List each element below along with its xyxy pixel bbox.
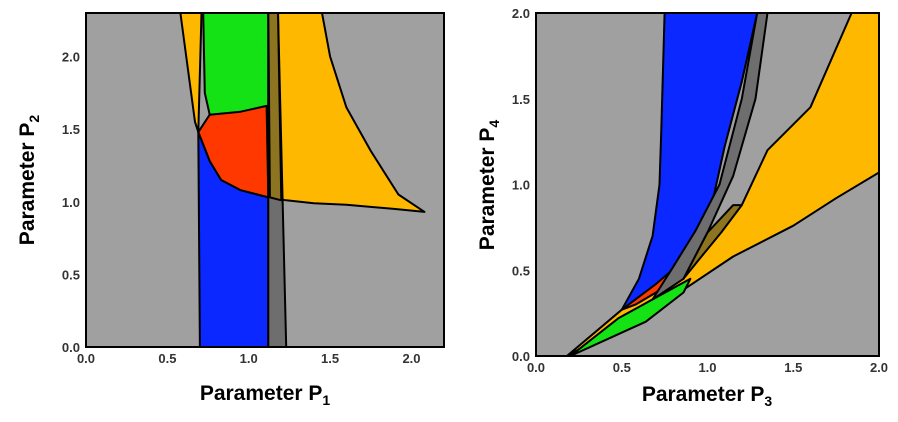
right-x-axis-label: Parameter P3 xyxy=(642,383,773,409)
left-y-tick-label: 0.0 xyxy=(62,340,80,355)
left-y-tick-label: 0.5 xyxy=(62,267,80,282)
left-y-axis-label: Parameter P2 xyxy=(16,115,42,246)
right-y-axis-label: Parameter P4 xyxy=(476,120,502,251)
left-y-tick-label: 1.5 xyxy=(62,122,80,137)
left-x-tick-label: 1.0 xyxy=(240,351,258,366)
left-x-axis-label: Parameter P1 xyxy=(200,382,331,408)
left-y-tick-label: 1.0 xyxy=(62,195,80,210)
right-y-tick-label: 1.5 xyxy=(512,92,530,107)
left-y-tick-label: 2.0 xyxy=(62,50,80,65)
right-x-tick-label: 0.0 xyxy=(527,360,545,375)
right-x-tick-label: 2.0 xyxy=(870,360,888,375)
left-y-tick-labels: 0.0 0.5 1.0 1.5 2.0 xyxy=(62,50,80,355)
right-region-olive-overlap-5 xyxy=(682,204,743,280)
right-y-tick-label: 1.0 xyxy=(512,178,530,193)
right-x-tick-label: 1.0 xyxy=(698,360,716,375)
left-x-tick-labels: 0.0 0.5 1.0 1.5 2.0 xyxy=(77,351,421,366)
left-region-blue-region-3 xyxy=(197,131,270,347)
right-region-dark-band-4 xyxy=(651,13,769,301)
left-x-tick-label: 2.0 xyxy=(402,351,420,366)
left-x-tick-label: 1.5 xyxy=(321,351,339,366)
left-x-tick-label: 0.0 xyxy=(77,351,95,366)
left-region-group xyxy=(179,13,426,347)
right-x-tick-label: 0.5 xyxy=(613,360,631,375)
right-region-group xyxy=(565,13,879,356)
left-x-tick-label: 0.5 xyxy=(158,351,176,366)
left-region-orange-region-0 xyxy=(179,13,426,213)
left-plot-frame xyxy=(85,12,445,348)
right-y-tick-label: 0.5 xyxy=(512,263,530,278)
right-x-tick-label: 1.5 xyxy=(784,360,802,375)
right-y-tick-label: 2.0 xyxy=(512,6,530,21)
right-x-tick-labels: 0.0 0.5 1.0 1.5 2.0 xyxy=(527,360,888,375)
right-plot-frame xyxy=(535,12,880,357)
right-region-green-region-1 xyxy=(569,277,692,356)
right-plot-panel: 0.0 0.5 1.0 1.5 2.0 0.0 0.5 1.0 1.5 2.0 Paramete… xyxy=(476,6,888,409)
left-plot-panel: 0.0 0.5 1.0 1.5 2.0 0.0 0.5 1.0 1.5 2.0 Paramete… xyxy=(16,12,445,408)
left-region-green-region-1 xyxy=(202,13,270,116)
right-y-tick-labels: 0.0 0.5 1.0 1.5 2.0 xyxy=(512,6,530,364)
left-region-olive-overlap-5 xyxy=(267,13,283,202)
right-y-tick-label: 0.0 xyxy=(512,349,530,364)
